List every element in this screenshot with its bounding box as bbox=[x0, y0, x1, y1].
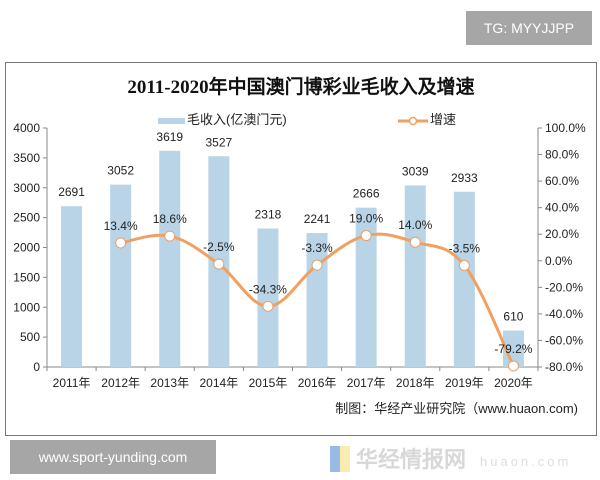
x-tick-label: 2017年 bbox=[347, 376, 386, 390]
site-overlay: www.sport-yunding.com bbox=[10, 440, 216, 474]
x-tick-label: 2016年 bbox=[298, 376, 337, 390]
y-right-tick-label: 80.0% bbox=[545, 148, 579, 162]
x-tick-label: 2015年 bbox=[249, 376, 288, 390]
y-left-tick-label: 500 bbox=[20, 330, 40, 344]
bar bbox=[453, 191, 475, 367]
x-tick-label: 2014年 bbox=[199, 376, 238, 390]
bar bbox=[355, 207, 377, 367]
bar-label: 3052 bbox=[107, 164, 134, 178]
y-right-tick-label: 20.0% bbox=[545, 227, 579, 241]
growth-label: -34.3% bbox=[249, 282, 287, 296]
x-tick-label: 2011年 bbox=[53, 376, 91, 390]
growth-label: 19.0% bbox=[349, 212, 383, 226]
bar-label: 2318 bbox=[255, 207, 282, 221]
x-tick-label: 2020年 bbox=[494, 376, 533, 390]
y-right-tick-label: -20.0% bbox=[545, 280, 583, 294]
growth-point bbox=[360, 230, 372, 242]
tg-overlay: TG: MYYJJPP bbox=[466, 11, 592, 45]
watermark-logo-mark-blue bbox=[330, 446, 340, 472]
y-left-tick-label: 1000 bbox=[13, 300, 40, 314]
x-tick-label: 2018年 bbox=[396, 376, 435, 390]
chart-frame bbox=[5, 62, 597, 436]
watermark-logo-mark-yellow bbox=[340, 446, 350, 472]
y-left-tick-label: 2000 bbox=[13, 241, 40, 255]
bar-label: 610 bbox=[503, 310, 523, 324]
y-left-tick-label: 3000 bbox=[13, 181, 40, 195]
bar-label: 2241 bbox=[304, 212, 331, 226]
bar-label: 2933 bbox=[451, 171, 478, 185]
bar bbox=[257, 228, 279, 367]
bar bbox=[61, 206, 83, 367]
bar-label: 3527 bbox=[205, 135, 232, 149]
growth-point bbox=[115, 237, 127, 249]
bar bbox=[159, 150, 181, 367]
y-left-tick-label: 1500 bbox=[13, 270, 40, 284]
chart-title: 2011-2020年中国澳门博彩业毛收入及增速 bbox=[127, 75, 474, 98]
y-right-tick-label: 0.0% bbox=[545, 254, 573, 268]
growth-label: 14.0% bbox=[398, 218, 432, 232]
growth-point bbox=[164, 230, 176, 242]
watermark-domain: huaon.com bbox=[480, 454, 571, 469]
growth-point bbox=[409, 236, 421, 248]
legend-bar-swatch bbox=[158, 118, 185, 124]
bar bbox=[110, 184, 132, 367]
y-left-tick-label: 0 bbox=[33, 360, 40, 374]
y-left-tick-label: 4000 bbox=[13, 121, 40, 135]
legend-line-label: 增速 bbox=[430, 112, 456, 127]
growth-label: 18.6% bbox=[153, 212, 187, 226]
y-right-tick-label: -80.0% bbox=[545, 360, 583, 374]
source-note: 制图：华经产业研究院（www.huaon.com) bbox=[335, 401, 578, 416]
y-right-tick-label: -60.0% bbox=[545, 333, 583, 347]
x-tick-label: 2012年 bbox=[101, 376, 140, 390]
x-tick-label: 2019年 bbox=[445, 376, 484, 390]
growth-point bbox=[213, 258, 225, 270]
bar-label: 2666 bbox=[353, 187, 380, 201]
y-right-tick-label: 40.0% bbox=[545, 201, 579, 215]
legend-bar-label: 毛收入(亿澳门元) bbox=[187, 112, 287, 127]
bar-label: 3619 bbox=[156, 130, 183, 144]
legend-line-marker bbox=[408, 116, 418, 126]
watermark-logo: 华经情报网 bbox=[356, 447, 466, 472]
growth-label: 13.4% bbox=[104, 219, 138, 233]
bar bbox=[404, 185, 426, 367]
bar-label: 2691 bbox=[58, 185, 85, 199]
y-left-tick-label: 3500 bbox=[13, 151, 40, 165]
growth-label: -2.5% bbox=[203, 240, 235, 254]
growth-point bbox=[458, 259, 470, 271]
growth-label: -3.3% bbox=[301, 241, 333, 255]
y-right-tick-label: 60.0% bbox=[545, 174, 579, 188]
y-right-tick-label: 100.0% bbox=[545, 121, 586, 135]
growth-point bbox=[311, 259, 323, 271]
bar-label: 3039 bbox=[402, 164, 429, 178]
growth-label: -79.2% bbox=[494, 342, 532, 356]
x-tick-label: 2013年 bbox=[150, 376, 189, 390]
y-left-tick-label: 2500 bbox=[13, 211, 40, 225]
growth-point bbox=[507, 360, 519, 372]
growth-point bbox=[262, 300, 274, 312]
growth-label: -3.5% bbox=[449, 241, 481, 255]
y-right-tick-label: -40.0% bbox=[545, 307, 583, 321]
